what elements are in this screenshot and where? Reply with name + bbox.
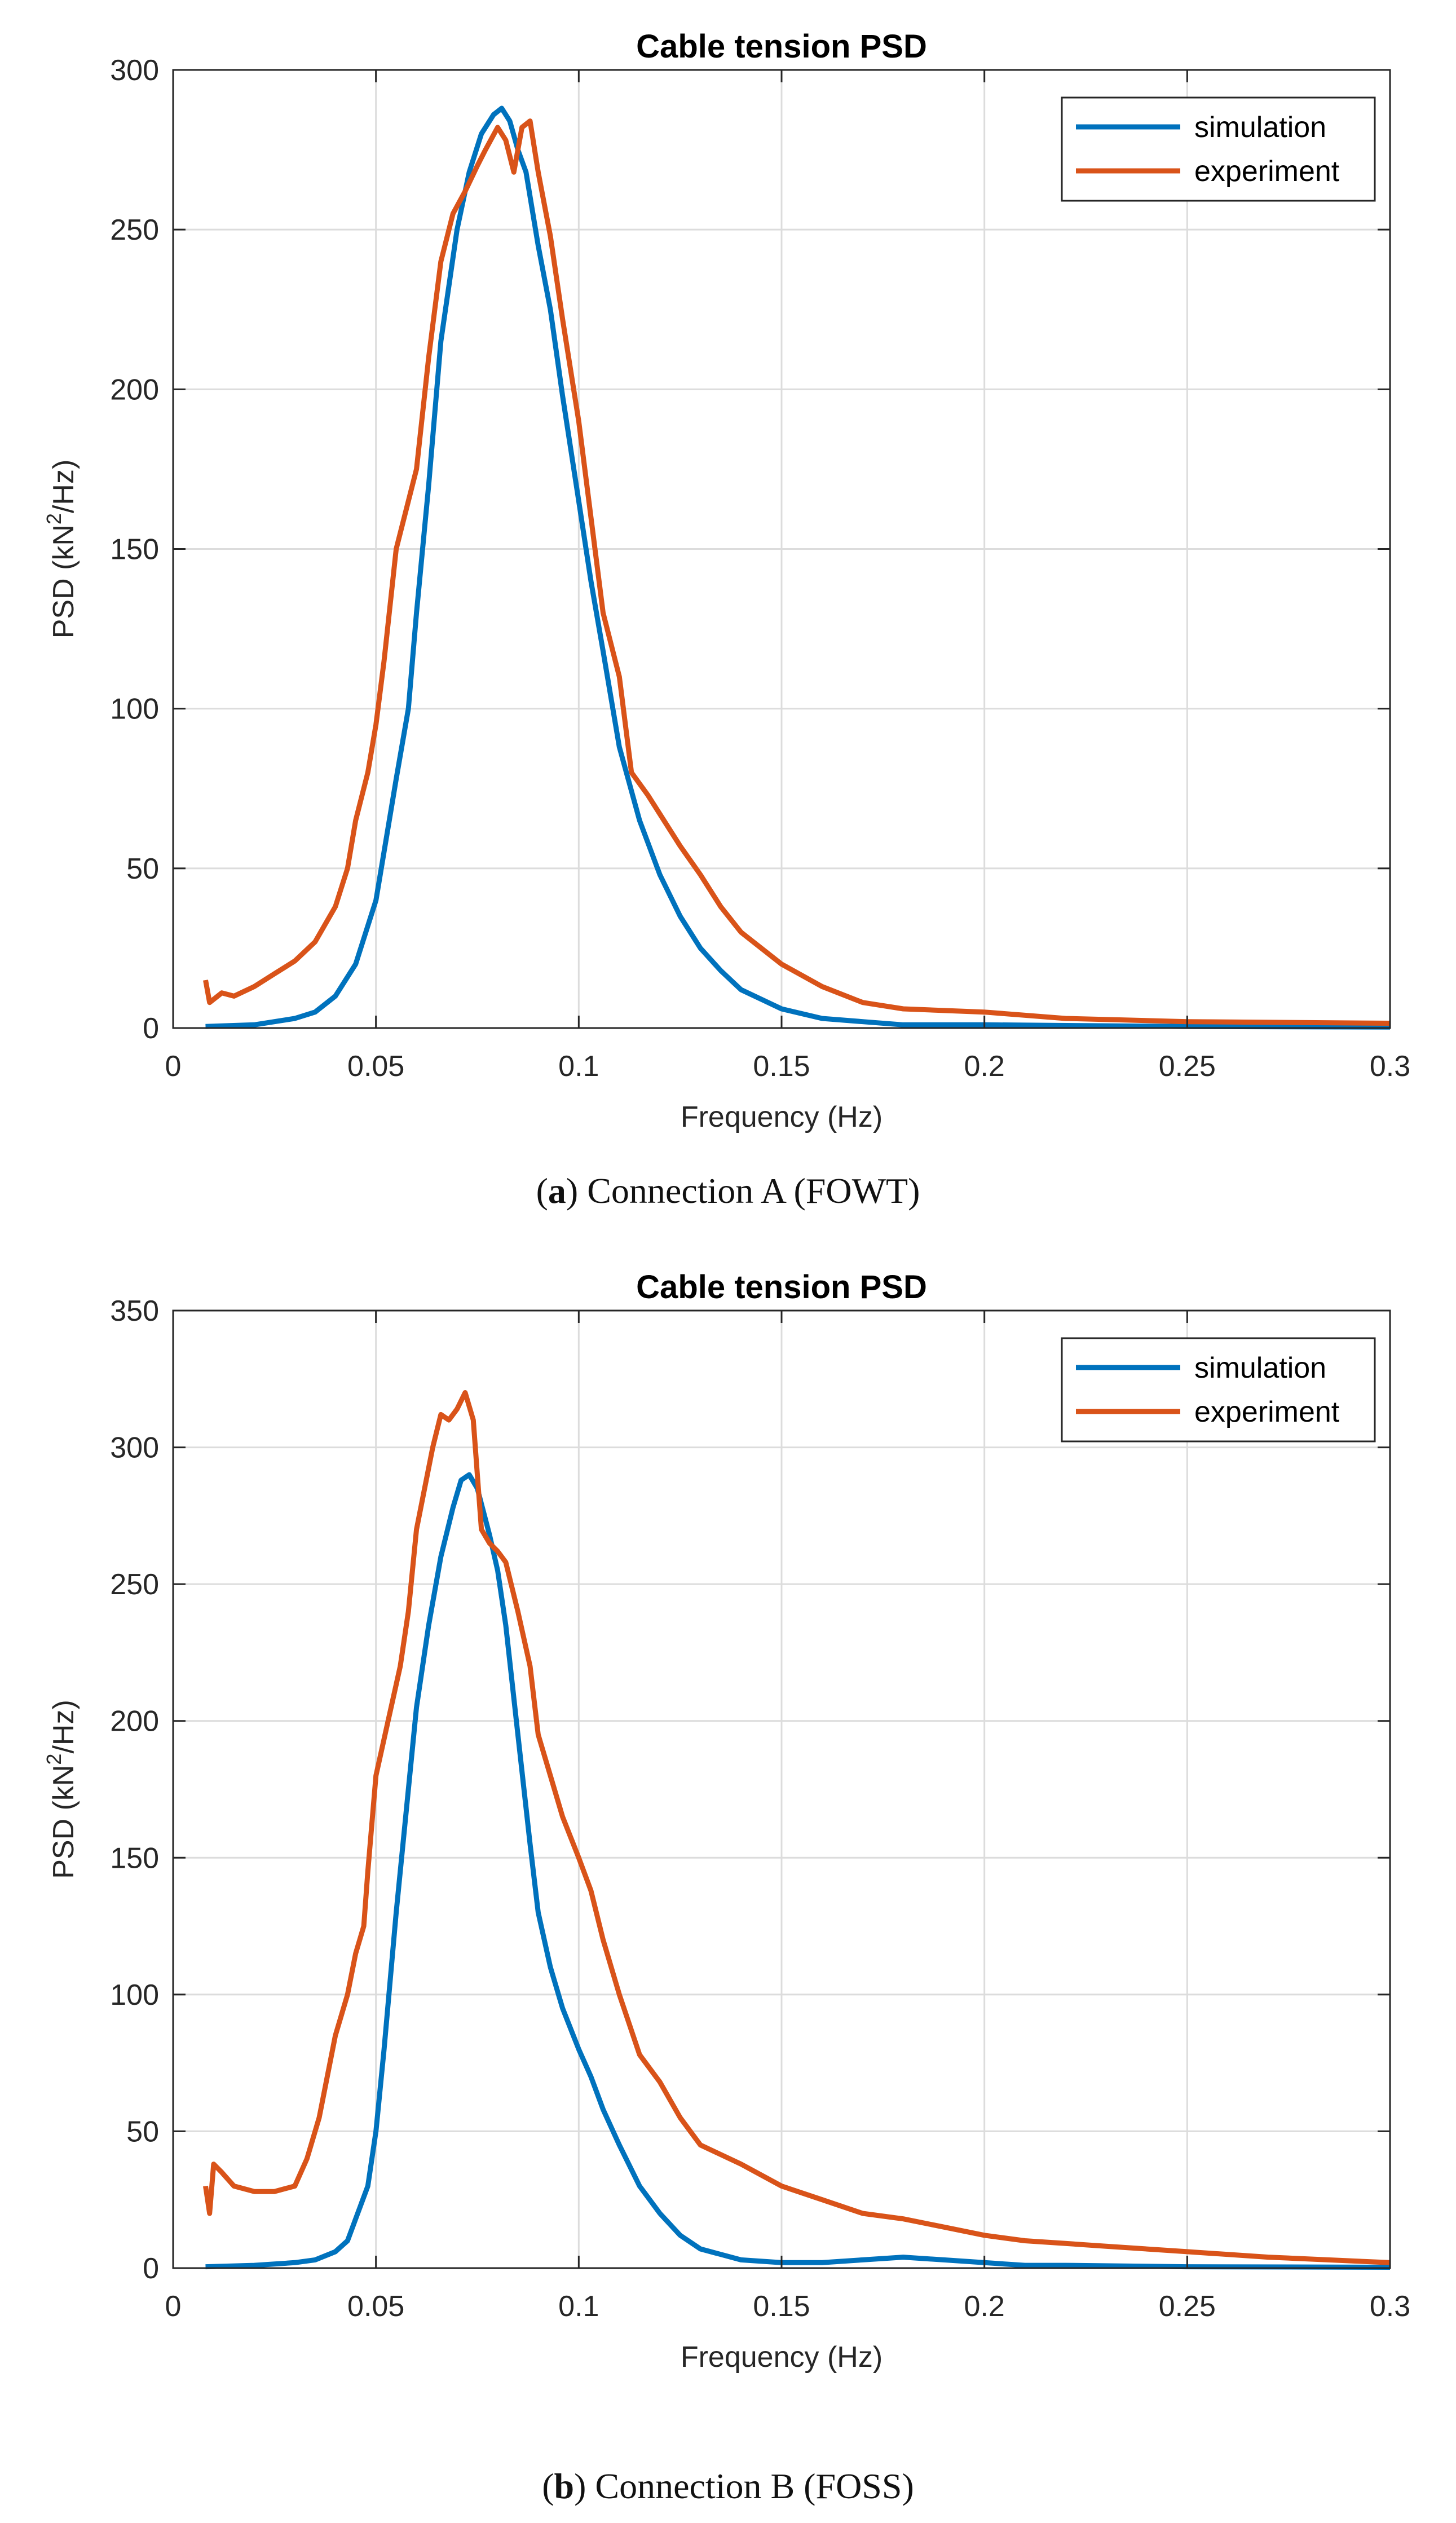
y-tick-label: 300: [110, 1432, 159, 1465]
y-axis-label: PSD (kN2/Hz): [42, 460, 80, 639]
series-line-experiment: [203, 1390, 1391, 2265]
y-tick-label: 50: [126, 853, 159, 885]
y-tick-label: 0: [143, 1012, 159, 1045]
y-axis-label-main: PSD (kN: [47, 1765, 80, 1879]
panel-a-chart: 0 0.05 0.1 0.15 0.2 0.25 0.3 0 50 100 150 200 250 300…: [42, 28, 1410, 1133]
legend-label-experiment: experiment: [1194, 1396, 1340, 1428]
x-tick-label: 0.15: [753, 2290, 810, 2323]
y-axis-label-superscript: 2: [42, 513, 65, 524]
x-axis-label: Frequency (Hz): [681, 2341, 883, 2374]
x-tick-label: 0.25: [1159, 1050, 1216, 1083]
y-tick-label: 250: [110, 1568, 159, 1601]
x-tick-label: 0.05: [347, 1050, 404, 1083]
x-tick-label: 0: [165, 1050, 182, 1083]
caption-b-letter: b: [554, 2466, 575, 2506]
legend-label-simulation: simulation: [1194, 1352, 1326, 1384]
caption-a-text: Connection A (FOWT): [587, 1171, 920, 1211]
panel-b-chart: 0 0.05 0.1 0.15 0.2 0.25 0.3 0 50 100 150 200 250 300…: [42, 1269, 1410, 2374]
x-tick-label: 0: [165, 2290, 182, 2323]
y-tick-label: 0: [143, 2252, 159, 2285]
y-tick-label: 300: [110, 54, 159, 87]
chart-title: Cable tension PSD: [636, 28, 927, 65]
chart-title: Cable tension PSD: [636, 1269, 927, 1305]
x-tick-label: 0.3: [1370, 2290, 1410, 2323]
x-tick-label: 0.1: [558, 2290, 599, 2323]
x-tick-label: 0.25: [1159, 2290, 1216, 2323]
x-tick-label: 0.1: [558, 1050, 599, 1083]
caption-a-letter: a: [548, 1171, 566, 1211]
y-tick-label: 200: [110, 373, 159, 406]
y-axis-label-superscript: 2: [42, 1754, 65, 1765]
caption-a: (a) Connection A (FOWT): [536, 1171, 920, 1211]
x-tick-label: 0.15: [753, 1050, 810, 1083]
caption-b-text: Connection B (FOSS): [595, 2466, 914, 2506]
x-tick-label: 0.2: [964, 1050, 1005, 1083]
y-tick-label: 50: [126, 2115, 159, 2148]
legend: simulation experiment: [1061, 96, 1376, 202]
x-axis-label: Frequency (Hz): [681, 1101, 883, 1133]
x-tick-label: 0.05: [347, 2290, 404, 2323]
legend-label-simulation: simulation: [1194, 111, 1326, 144]
y-tick-label: 150: [110, 533, 159, 566]
y-axis-label: PSD (kN2/Hz): [42, 1700, 80, 1879]
y-axis-label-main: PSD (kN: [47, 524, 80, 638]
y-tick-label: 350: [110, 1295, 159, 1327]
legend-box: [1061, 1337, 1376, 1443]
series-line-simulation: [205, 1472, 1391, 2270]
legend-box: [1061, 96, 1376, 202]
legend: simulation experiment: [1061, 1337, 1376, 1443]
y-tick-label: 100: [110, 693, 159, 726]
caption-b: (b) Connection B (FOSS): [542, 2466, 914, 2506]
y-tick-label: 250: [110, 214, 159, 246]
x-tick-label: 0.2: [964, 2290, 1005, 2323]
y-tick-label: 100: [110, 1979, 159, 2012]
y-tick-label: 150: [110, 1842, 159, 1874]
y-tick-label: 200: [110, 1705, 159, 1738]
series-line-experiment: [203, 118, 1391, 1026]
x-tick-label: 0.3: [1370, 1050, 1410, 1083]
y-axis-label-unit: /Hz): [47, 460, 80, 513]
legend-label-experiment: experiment: [1194, 155, 1340, 188]
series-line-simulation: [205, 105, 1391, 1030]
y-axis-label-unit: /Hz): [47, 1700, 80, 1753]
